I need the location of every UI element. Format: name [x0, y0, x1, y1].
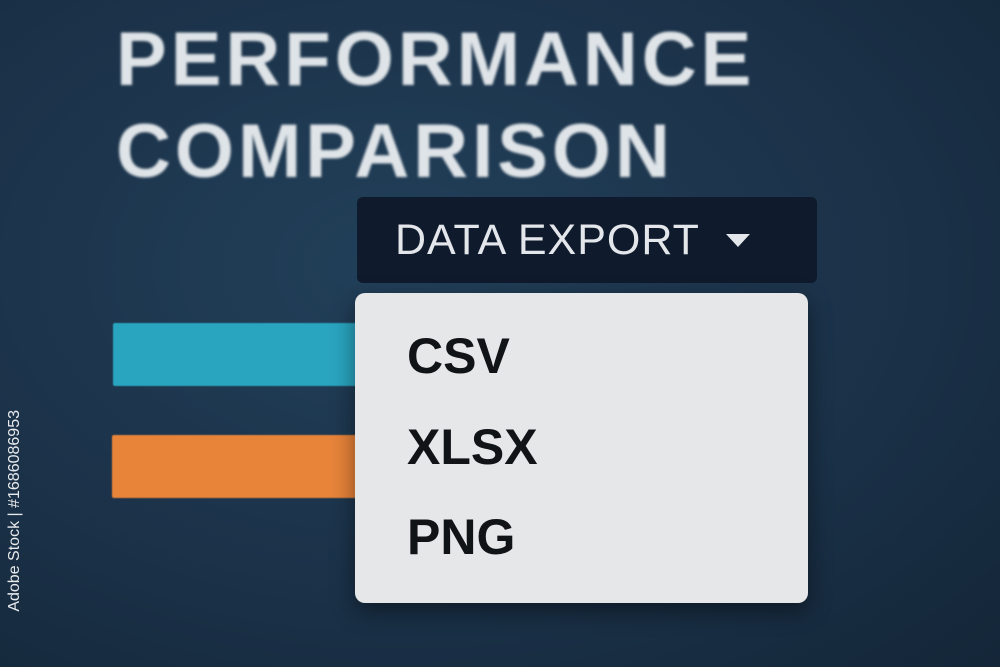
data-export-button[interactable]: DATA EXPORT: [357, 197, 817, 283]
export-dropdown-menu: CSV XLSX PNG: [355, 293, 808, 603]
menu-item-png[interactable]: PNG: [407, 509, 516, 565]
menu-item-csv[interactable]: CSV: [407, 328, 510, 384]
caret-down-icon: [725, 233, 750, 247]
data-export-label: DATA EXPORT: [395, 215, 700, 264]
chart-bar-cyan: [113, 323, 363, 386]
menu-item-xlsx[interactable]: XLSX: [407, 419, 538, 475]
page-title: PERFORMANCE COMPARISON: [116, 14, 755, 198]
watermark: Adobe Stock | #1686086953: [6, 410, 23, 612]
title-line-2: COMPARISON: [116, 109, 674, 194]
title-line-1: PERFORMANCE: [116, 17, 756, 102]
chart-bar-orange: [112, 435, 362, 498]
